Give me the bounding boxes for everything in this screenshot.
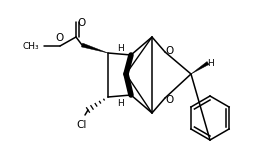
Polygon shape <box>81 43 108 53</box>
Text: H: H <box>208 58 214 67</box>
Text: O: O <box>165 95 173 105</box>
Text: O: O <box>56 33 64 43</box>
Text: CH₃: CH₃ <box>22 41 39 50</box>
Polygon shape <box>191 62 209 74</box>
Text: Cl: Cl <box>77 120 87 130</box>
Text: O: O <box>165 46 173 56</box>
Text: H: H <box>118 44 124 53</box>
Text: O: O <box>78 18 86 28</box>
Text: H: H <box>118 99 124 107</box>
